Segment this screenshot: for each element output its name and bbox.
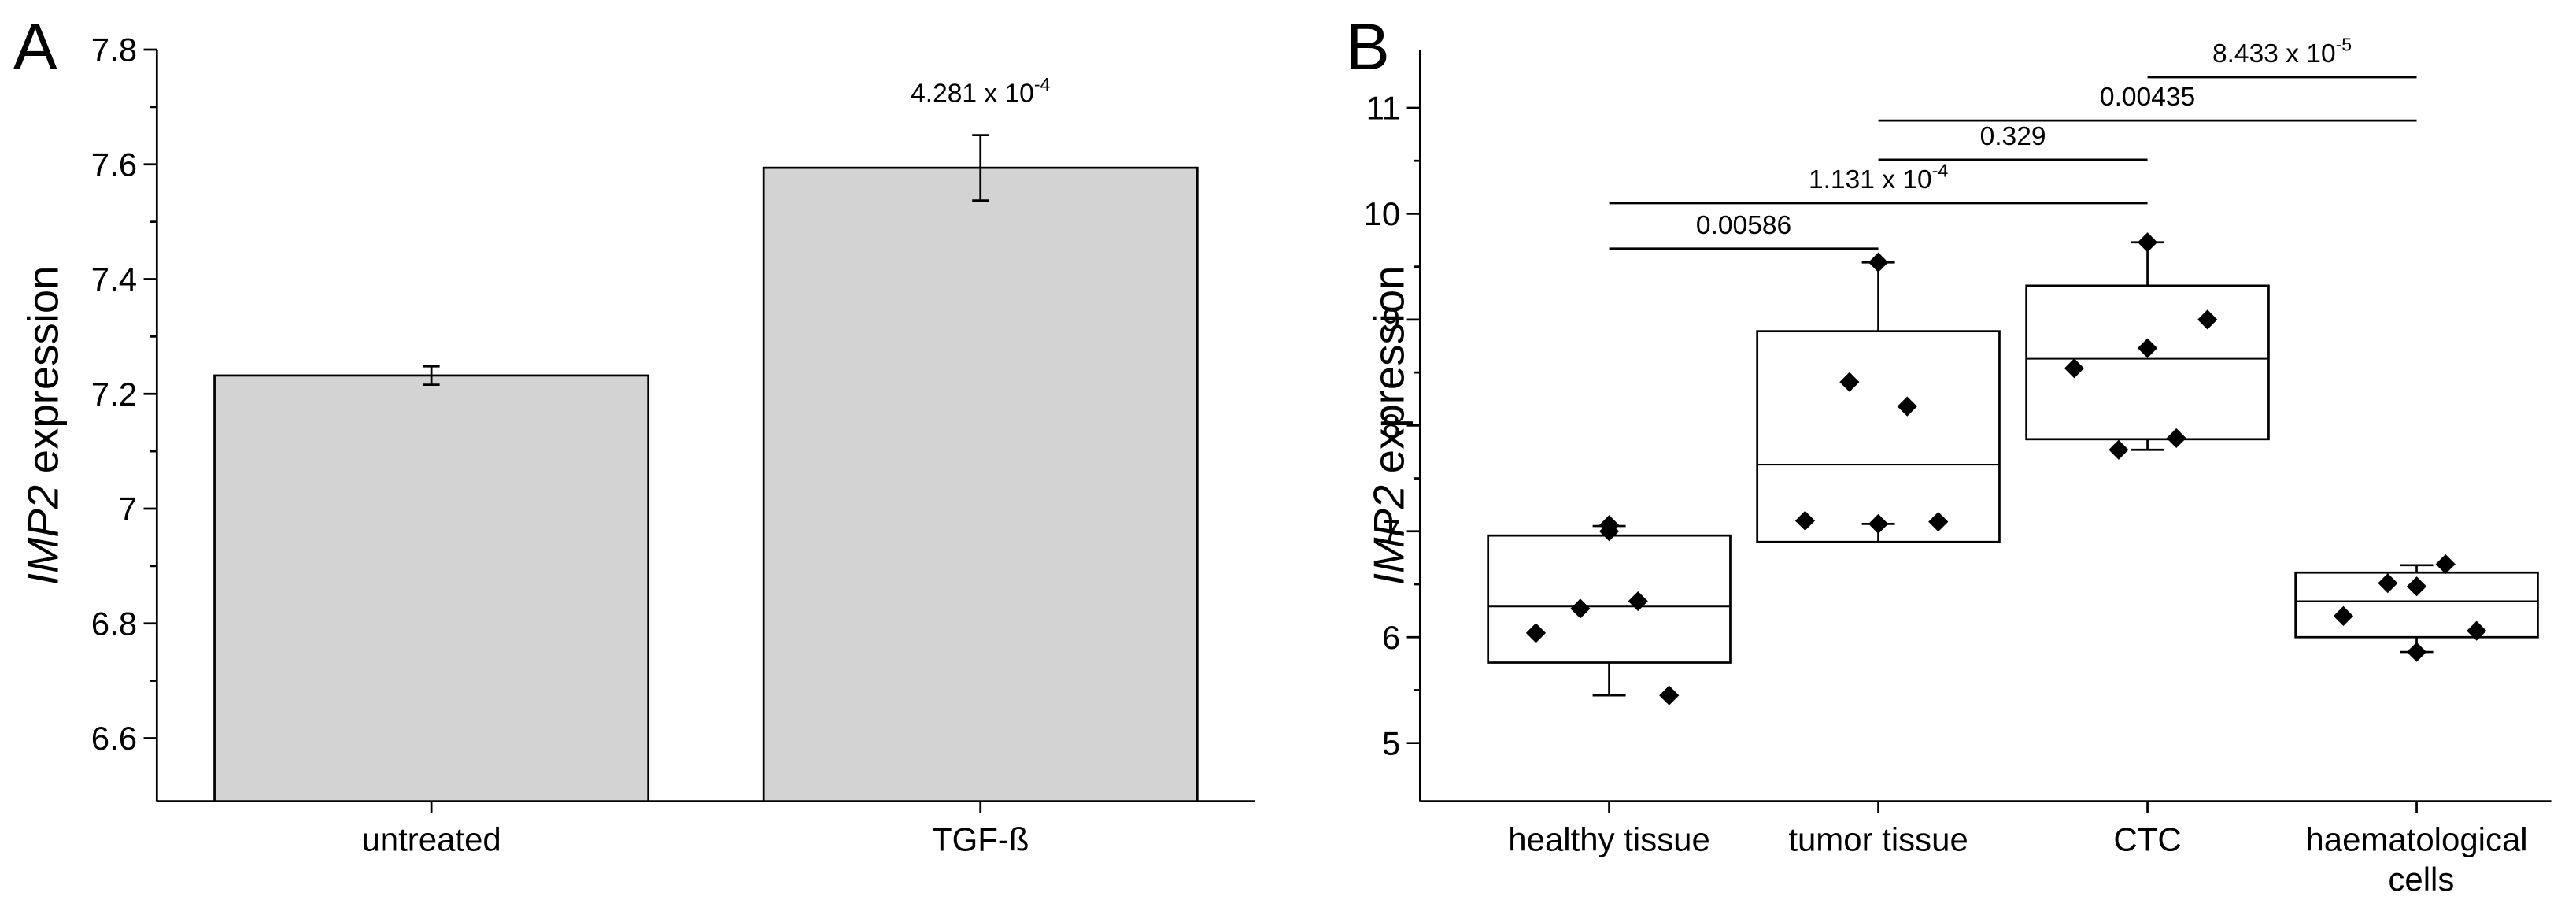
data-point xyxy=(2197,309,2218,330)
x-tick-label: untreated xyxy=(361,821,501,858)
significance-label-base: 1.131 x 10 xyxy=(1809,165,1932,194)
x-tick-label-line: cells xyxy=(2379,861,2455,898)
data-point xyxy=(1868,252,1889,272)
y-tick-label: 7.2 xyxy=(91,376,137,413)
data-point xyxy=(2435,554,2456,575)
y-tick-label: 7.4 xyxy=(91,261,137,298)
x-tick-label: TGF-ß xyxy=(932,821,1029,858)
y-tick-label: 7.8 xyxy=(91,31,137,69)
significance-label: 0.00435 xyxy=(2100,83,2195,112)
panel-label: B xyxy=(1346,9,1390,83)
y-tick-label: 6.6 xyxy=(91,720,137,757)
annotation-base: 4.281 x 10 xyxy=(911,80,1034,109)
x-tick-label: haematological cells xyxy=(2305,821,2527,898)
y-tick-label: 9 xyxy=(1382,302,1400,339)
significance-label-exponent: -5 xyxy=(2336,34,2352,54)
data-point xyxy=(2378,573,2398,594)
data-point xyxy=(2166,428,2186,449)
significance-label-base: 0.329 xyxy=(1980,122,2046,151)
y-axis-label: IMP2 expression xyxy=(19,265,67,585)
data-point xyxy=(2108,439,2129,460)
data-point xyxy=(1897,396,1917,417)
panel-label: A xyxy=(13,9,57,83)
data-point xyxy=(2137,232,2158,253)
data-point xyxy=(2467,620,2487,641)
y-tick-label: 5 xyxy=(1382,724,1400,761)
y-axis-label: IMP2 expression xyxy=(1365,265,1413,585)
data-point xyxy=(1868,513,1889,534)
y-tick-label: 6 xyxy=(1382,619,1400,656)
significance-label-base: 8.433 x 10 xyxy=(2212,39,2336,69)
data-point xyxy=(2137,338,2158,358)
data-point xyxy=(1570,598,1591,619)
y-tick-label: 7 xyxy=(1382,513,1400,550)
y-axis-label-gene: IMP2 xyxy=(1365,485,1413,585)
significance-label-base: 0.00586 xyxy=(1696,211,1791,240)
x-tick-label: tumor tissue xyxy=(1788,821,1968,858)
significance-label-base: 0.00435 xyxy=(2100,83,2195,112)
data-point xyxy=(1659,685,1680,705)
significance-label-exponent: -4 xyxy=(1932,160,1949,180)
y-tick-label: 7 xyxy=(119,491,137,528)
data-point xyxy=(2064,358,2085,379)
significance-label: 0.329 xyxy=(1980,122,2046,151)
data-point xyxy=(2406,576,2427,597)
x-tick-label-line: haematological xyxy=(2305,821,2527,858)
y-tick-label: 8 xyxy=(1382,407,1400,444)
annotation-exponent: -4 xyxy=(1034,74,1051,94)
y-tick-label: 7.6 xyxy=(91,146,137,183)
significance-label: 8.433 x 10-5 xyxy=(2212,34,2352,69)
y-axis-label-gene: IMP2 xyxy=(19,485,67,585)
y-tick-label: 10 xyxy=(1363,195,1400,232)
bar xyxy=(213,374,650,803)
data-point xyxy=(2406,642,2427,662)
bar xyxy=(762,166,1199,803)
x-tick-label: CTC xyxy=(2113,821,2181,858)
data-point xyxy=(1598,515,1620,535)
box xyxy=(1487,534,1732,664)
data-point xyxy=(1628,591,1648,612)
y-tick-label: 6.8 xyxy=(91,605,137,642)
data-point xyxy=(1839,372,1860,392)
y-axis-label-text: expression xyxy=(1365,265,1413,473)
significance-label: 0.00586 xyxy=(1696,211,1791,240)
x-tick-label: healthy tissue xyxy=(1508,821,1710,858)
significance-label: 1.131 x 10-4 xyxy=(1809,160,1948,194)
box xyxy=(1756,330,2001,543)
data-point xyxy=(2333,605,2354,626)
y-axis-label-text: expression xyxy=(19,265,67,473)
annotation: 4.281 x 10-4 xyxy=(911,74,1050,109)
box xyxy=(2025,284,2270,441)
data-point xyxy=(1525,623,1547,643)
y-tick-label: 11 xyxy=(1366,90,1401,127)
data-point xyxy=(1794,510,1816,531)
data-point xyxy=(1928,512,1949,532)
